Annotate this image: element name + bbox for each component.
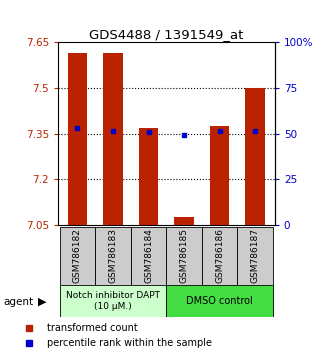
Bar xyxy=(202,227,237,285)
Text: DMSO control: DMSO control xyxy=(186,296,253,306)
Bar xyxy=(139,127,158,225)
Text: GSM786182: GSM786182 xyxy=(73,228,82,283)
Bar xyxy=(210,126,229,225)
Bar xyxy=(68,53,87,225)
Text: Notch inhibitor DAPT
(10 μM.): Notch inhibitor DAPT (10 μM.) xyxy=(66,291,160,310)
Text: ▶: ▶ xyxy=(38,297,47,307)
Bar xyxy=(174,217,194,225)
Bar xyxy=(95,227,131,285)
Text: GSM786184: GSM786184 xyxy=(144,228,153,283)
Bar xyxy=(60,227,95,285)
Text: transformed count: transformed count xyxy=(47,322,138,332)
Bar xyxy=(166,227,202,285)
Text: GSM786186: GSM786186 xyxy=(215,228,224,283)
Text: GSM786187: GSM786187 xyxy=(251,228,260,283)
Bar xyxy=(166,285,273,317)
Bar xyxy=(131,227,166,285)
Bar xyxy=(103,53,123,225)
Title: GDS4488 / 1391549_at: GDS4488 / 1391549_at xyxy=(89,28,244,41)
Bar xyxy=(245,88,265,225)
Bar xyxy=(237,227,273,285)
Text: GSM786183: GSM786183 xyxy=(109,228,118,283)
Text: percentile rank within the sample: percentile rank within the sample xyxy=(47,338,212,348)
Text: agent: agent xyxy=(3,297,33,307)
Bar xyxy=(60,285,166,317)
Text: GSM786185: GSM786185 xyxy=(180,228,189,283)
